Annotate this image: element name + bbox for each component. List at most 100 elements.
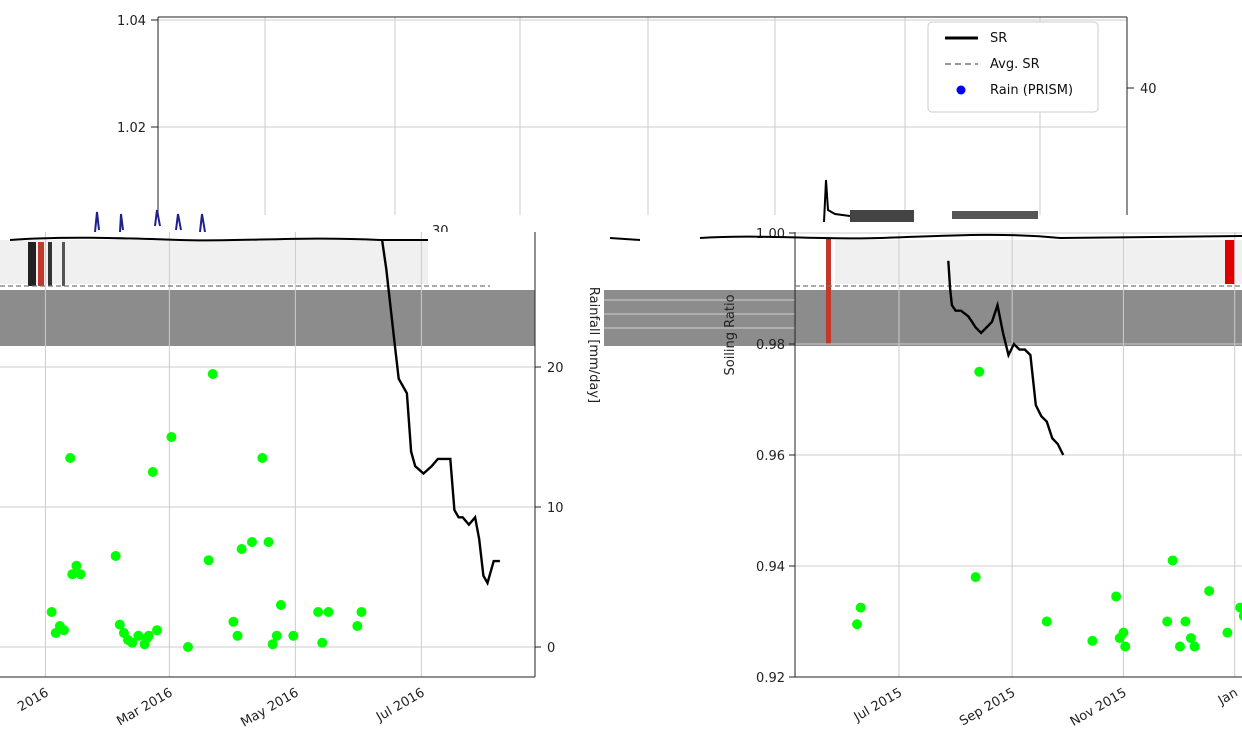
right-rain-point	[1041, 616, 1052, 627]
left-rain-point	[182, 642, 193, 652]
left-rain-point	[317, 637, 328, 648]
legend: SR Avg. SR Rain (PRISM)	[927, 21, 1099, 113]
left-rain-point	[127, 637, 138, 648]
left-rain-point	[267, 639, 278, 650]
right-rain-point	[1204, 585, 1215, 596]
legend-avg-sr-label: Avg. SR	[990, 57, 1040, 72]
right-light-band	[835, 240, 1242, 284]
left-x-tick-label: 2016	[15, 685, 51, 715]
left-light-band	[0, 240, 428, 284]
left-rain-point	[228, 616, 239, 627]
left-rain-point	[257, 453, 268, 463]
left-y2-tick-label: 20	[547, 361, 564, 376]
left-rain-point	[271, 630, 282, 641]
legend-box	[927, 21, 1099, 113]
left-x-tick-label: Jul 2016	[373, 685, 427, 725]
left-y2-tick-label: 0	[547, 641, 555, 656]
right-rain-point	[1185, 633, 1196, 644]
left-rain-point	[147, 467, 158, 477]
left-glitch-stripe	[38, 242, 44, 286]
left-rain-point	[46, 607, 57, 617]
left-rain-point	[114, 619, 125, 630]
left-rain-point	[236, 544, 247, 554]
left-rain-point	[352, 621, 363, 631]
right-y-tick-label: 0.96	[756, 449, 785, 464]
right-panel: Jul 2015 Sep 2015 Nov 2015 Jan 0.92 0.94 0.96 0…	[604, 227, 1242, 730]
right-rain-point	[970, 572, 981, 583]
right-sr-top-line	[609, 233, 1242, 241]
right-y-axis-label: Soiling Ratio	[723, 294, 738, 375]
left-rain-point	[67, 569, 78, 580]
legend-rain-swatch	[956, 85, 966, 95]
right-x-tick-label: Sep 2015	[957, 685, 1018, 729]
right-rain-point	[974, 366, 985, 377]
left-glitch-stripe	[48, 242, 52, 286]
right-y-tick-label: 0.98	[756, 338, 785, 353]
right-rain-point	[1162, 616, 1173, 627]
left-glitch-stripe	[62, 242, 65, 286]
left-sr-top-line	[9, 236, 428, 242]
left-gray-band	[0, 290, 535, 346]
bg-rain-fragment	[94, 209, 206, 233]
left-rain-point	[323, 607, 334, 617]
left-rain-point	[313, 607, 324, 617]
right-rain-point	[852, 619, 863, 630]
right-x-tick-label: Jul 2015	[851, 685, 905, 725]
left-rain-point	[133, 630, 144, 641]
right-rain-point	[1235, 602, 1242, 613]
left-glitch-stripe	[28, 242, 36, 286]
left-rain-point	[71, 560, 82, 571]
left-rain-point	[207, 369, 218, 379]
left-rain-point	[65, 453, 76, 463]
right-rain-point	[1174, 641, 1185, 652]
left-x-tick-label: Mar 2016	[114, 685, 175, 729]
left-rain-point	[247, 537, 258, 547]
legend-sr-label: SR	[990, 31, 1007, 46]
left-rain-point	[275, 600, 286, 610]
left-rain-point	[356, 607, 367, 617]
left-rain-point	[166, 432, 177, 442]
right-rain-point	[1189, 641, 1200, 652]
right-glitch-stripe	[1225, 240, 1235, 284]
right-x-tick-label: Nov 2015	[1068, 685, 1130, 729]
left-panel: 2016 Mar 2016 May 2016 Jul 2016 0 10 20	[0, 232, 564, 731]
bg-glitch-block	[952, 211, 1038, 219]
left-rain-point	[263, 537, 274, 547]
rainfall-axis-label: Rainfall [mm/day]	[586, 287, 601, 403]
bg-glitch-block	[850, 210, 914, 222]
left-rain-point	[75, 569, 86, 580]
left-rain-point	[143, 630, 154, 641]
left-rain-point	[203, 555, 214, 566]
right-sr-line	[947, 260, 1065, 456]
right-gray-band	[795, 290, 1242, 346]
right-y-tick-label: 1.00	[756, 227, 785, 242]
bg-right-tick-label: 40	[1140, 82, 1157, 97]
right-rain-point	[1111, 591, 1122, 602]
legend-rain-label: Rain (PRISM)	[990, 83, 1073, 98]
right-rain-point	[1087, 635, 1098, 646]
right-rain-point	[1222, 627, 1233, 638]
bg-y-tick-label: 1.02	[117, 121, 146, 136]
right-y-tick-label: 0.94	[756, 560, 785, 575]
right-y-tick-label: 0.92	[756, 671, 785, 686]
right-rain-point	[1120, 641, 1131, 652]
right-rain-point	[1180, 616, 1191, 627]
left-y2-tick-label: 10	[547, 501, 564, 516]
left-rain-point	[59, 625, 70, 636]
left-rain-point	[232, 630, 243, 641]
left-rain-point	[110, 551, 121, 561]
left-sr-line	[380, 239, 500, 587]
middle-gray-band	[604, 290, 795, 346]
right-x-tick-label: Jan	[1215, 685, 1241, 709]
bg-y-tick-label: 1.04	[117, 14, 146, 29]
bg-sr-fragment	[823, 179, 851, 223]
left-rain-point	[151, 625, 162, 636]
right-rain-point	[1118, 627, 1129, 638]
right-rain-point	[1167, 555, 1178, 566]
right-rain-point	[1238, 611, 1242, 621]
left-x-tick-label: May 2016	[238, 685, 301, 730]
right-rain-point	[855, 602, 866, 613]
right-glitch-stripe	[826, 238, 831, 344]
